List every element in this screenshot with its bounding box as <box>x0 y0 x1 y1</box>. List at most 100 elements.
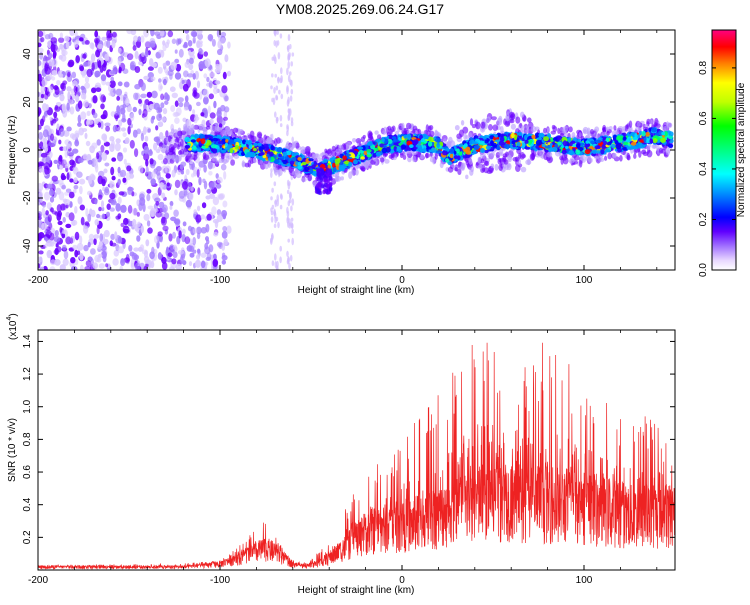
spectrogram-noise-cell <box>47 73 53 80</box>
spectrogram-ridge-cell <box>505 115 510 121</box>
spectrogram-noise-cell <box>134 224 139 232</box>
spectrogram-noise-cell <box>171 92 178 99</box>
spectrogram-noise-cell <box>76 171 83 178</box>
spectrogram-noise-cell <box>287 238 291 243</box>
spectrogram-ridge-cell <box>619 155 623 162</box>
spectrogram-noise-cell <box>59 226 63 233</box>
spectrogram-noise-cell <box>184 236 191 245</box>
spectrogram-noise-cell <box>280 93 284 100</box>
spectrogram-ridge-core-cell <box>242 139 246 145</box>
spectrogram-noise-cell <box>97 244 103 250</box>
spectrogram-noise-cell <box>146 91 153 98</box>
spectrogram-noise-cell <box>218 123 223 128</box>
spectrogram-noise-cell <box>52 50 57 58</box>
spectrogram-noise-cell <box>81 128 88 132</box>
spectrogram-ridge-cell <box>594 126 600 132</box>
spectrogram-noise-cell <box>66 102 70 111</box>
spectrogram-noise-cell <box>209 118 214 125</box>
spectrogram-noise-cell <box>133 92 139 101</box>
spectrogram-noise-cell <box>65 223 72 229</box>
spectrogram-noise-cell <box>66 86 72 92</box>
spectrogram-noise-cell <box>122 147 128 153</box>
spectrogram-noise-cell <box>218 194 225 201</box>
spectrogram-noise-cell <box>114 231 118 240</box>
spectrogram-noise-cell <box>191 173 195 178</box>
spectrogram-noise-cell <box>182 228 186 235</box>
spectrogram-noise-cell <box>69 133 76 139</box>
spectrogram-ridge-cell <box>374 130 379 135</box>
spectrogram-noise-cell <box>101 36 107 41</box>
spectrogram-noise-cell <box>220 37 226 44</box>
spectrogram-noise-cell <box>186 119 192 129</box>
spectrogram-ridge-cell <box>454 125 460 131</box>
spectrogram-noise-cell <box>87 119 94 125</box>
spectrogram-noise-cell <box>124 137 130 145</box>
spectrogram-ridge-cell <box>461 162 466 169</box>
spectrogram-noise-cell <box>155 125 159 131</box>
spectrogram-ridge-cell <box>389 128 393 136</box>
spectrogram-noise-cell <box>193 209 197 215</box>
spectrogram-noise-cell <box>203 164 207 173</box>
spectrogram-ridge-cell <box>507 163 511 168</box>
spectrogram-ridge-cell <box>174 137 180 143</box>
spectrogram-noise-cell <box>179 164 184 170</box>
spectrogram-ridge-cell <box>168 135 171 143</box>
spectrogram-noise-cell <box>72 244 78 250</box>
spectrogram-noise-cell <box>97 60 102 69</box>
spectrogram-noise-cell <box>206 188 212 195</box>
spectrogram-ridge-cell <box>543 127 547 134</box>
spectrogram-ridge-cell <box>604 155 608 161</box>
spectrogram-noise-cell <box>160 102 165 109</box>
spectrogram-noise-cell <box>134 262 141 270</box>
spectrogram-ridge-cell <box>489 152 494 160</box>
spectrogram-noise-cell <box>38 199 41 206</box>
spectrogram-ridge-cell <box>406 122 412 130</box>
spectrogram-noise-cell <box>141 249 148 255</box>
spectrogram-ridge-cell <box>168 151 174 156</box>
spectrogram-noise-cell <box>39 51 44 60</box>
spectrogram-noise-cell <box>276 199 280 207</box>
spectrogram-ridge-cell <box>530 126 537 133</box>
spectrogram-noise-cell <box>209 182 215 190</box>
spectrogram-noise-cell <box>40 93 45 99</box>
spectrogram-noise-cell <box>289 191 292 200</box>
spectrogram-noise-cell <box>53 111 58 119</box>
spectrogram-noise-cell <box>77 100 83 110</box>
spectrogram-noise-cell <box>120 50 125 57</box>
spectrogram-noise-cell <box>274 253 277 261</box>
spectrogram-noise-cell <box>73 40 79 48</box>
spectrogram-ridge-cell <box>249 130 255 138</box>
spectrogram-noise-cell <box>271 56 275 61</box>
spectrogram-noise-cell <box>79 178 86 185</box>
spectrogram-noise-cell <box>44 236 48 241</box>
spectrogram-ridge-core-cell <box>427 136 434 143</box>
spectrogram-noise-cell <box>168 233 173 242</box>
spectrogram-noise-cell <box>286 45 290 51</box>
spectrogram-ridge-cell <box>568 126 573 133</box>
spectrogram-noise-cell <box>120 204 127 213</box>
spectrogram-noise-cell <box>180 169 184 175</box>
spectrogram-noise-cell <box>44 110 48 117</box>
spectrogram-noise-cell <box>142 108 148 118</box>
spectrogram-ridge-core-cell <box>577 138 581 143</box>
spectrogram-noise-cell <box>69 30 75 36</box>
spectrogram-ridge-core-cell <box>667 143 674 148</box>
spectrogram-ridge-core-cell <box>585 140 590 144</box>
spectrogram-noise-cell <box>94 30 99 38</box>
spectrogram-noise-cell <box>197 187 201 196</box>
spectrogram-noise-cell <box>82 225 89 234</box>
figure-title: YM08.2025.269.06.24.G17 <box>276 1 444 17</box>
spectrogram-ridge-cell <box>488 124 493 131</box>
spectrogram-ridge-cell <box>362 134 366 139</box>
spectrogram-ridge-cell <box>483 160 488 166</box>
spectrogram-noise-cell <box>222 226 228 232</box>
spectrogram-noise-cell <box>290 205 293 212</box>
spectrogram-noise-cell <box>137 36 142 42</box>
spectrogram-ridge-cell <box>187 152 192 158</box>
spectrogram-noise-cell <box>109 192 116 200</box>
spectrogram-noise-cell <box>100 144 105 153</box>
spectrogram-noise-cell <box>103 168 108 174</box>
spectrogram-noise-cell <box>166 182 170 187</box>
spectrogram-ridge-core-cell <box>366 153 372 158</box>
spectrogram-ridge-core-cell <box>273 159 280 164</box>
